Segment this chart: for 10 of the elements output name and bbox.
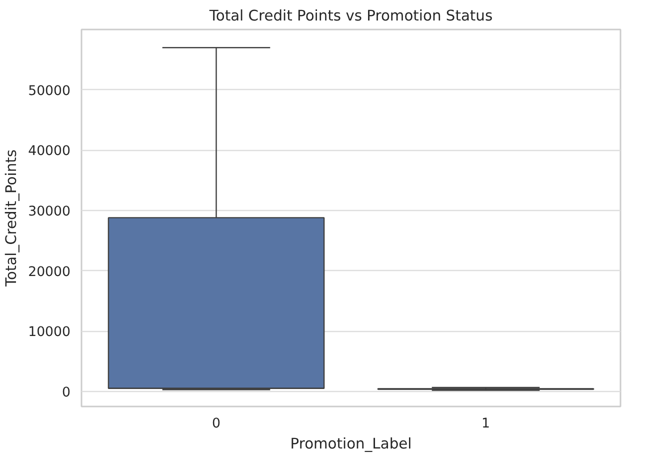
chart-title: Total Credit Points vs Promotion Status [208,8,493,24]
y-tick-label: 0 [62,385,71,400]
y-tick-label: 10000 [28,325,71,340]
y-tick-label: 50000 [28,84,71,99]
y-axis-title: Total_Credit_Points [3,149,20,288]
x-tick-label: 1 [482,416,490,432]
x-axis-title: Promotion_Label [290,436,412,452]
y-tick-label: 30000 [28,204,71,220]
y-tick-label: 40000 [28,144,71,160]
y-tick-label: 20000 [28,264,71,280]
